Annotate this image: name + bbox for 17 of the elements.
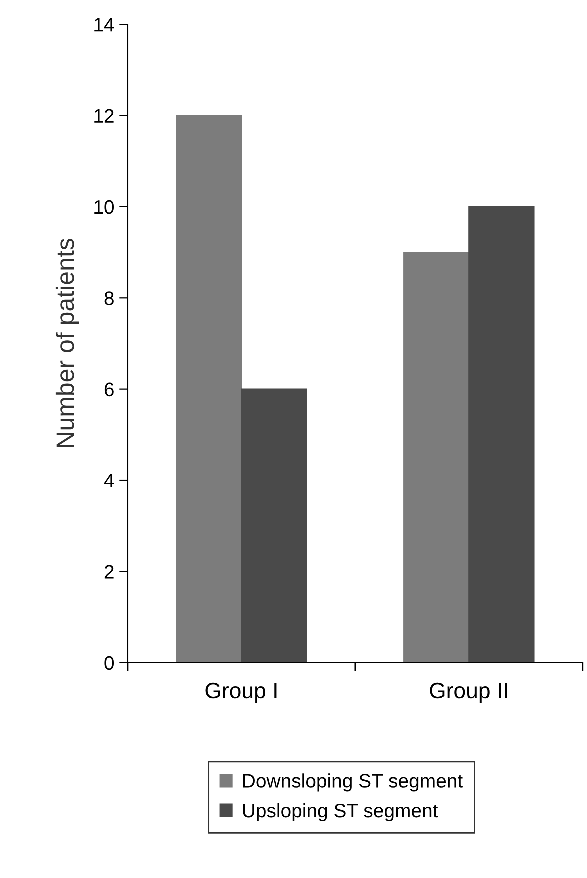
y-tick-label: 12 — [94, 109, 114, 123]
bar — [241, 388, 308, 663]
x-tick-label: Group I — [206, 682, 277, 704]
legend-label: Upsloping ST segment — [243, 803, 438, 822]
y-tick-label: 10 — [94, 200, 114, 214]
bar — [176, 115, 242, 663]
y-tick-label: 14 — [94, 18, 114, 32]
y-tick-label: 2 — [104, 565, 114, 579]
y-tick-label: 0 — [104, 656, 114, 670]
bar — [468, 206, 535, 663]
legend-label: Downsloping ST segment — [243, 774, 463, 792]
y-tick-label: 8 — [104, 292, 114, 306]
y-tick-label: 6 — [104, 382, 114, 397]
bar — [404, 252, 470, 663]
y-tick-label: 4 — [104, 474, 114, 488]
y-axis-title: Number of patients — [56, 239, 80, 448]
x-tick-label: Group II — [430, 682, 508, 704]
